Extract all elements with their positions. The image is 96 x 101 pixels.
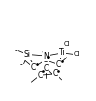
Text: N: N	[43, 52, 49, 60]
Text: C: C	[37, 71, 43, 80]
Text: C: C	[31, 63, 36, 72]
Text: C: C	[43, 55, 48, 64]
Text: Cl: Cl	[74, 52, 81, 57]
Text: -: -	[19, 60, 22, 69]
Text: Si: Si	[24, 50, 31, 59]
Text: Cl: Cl	[64, 41, 70, 47]
Text: C: C	[56, 60, 61, 69]
Text: C: C	[53, 69, 58, 78]
Text: C: C	[43, 64, 49, 73]
Text: -: -	[14, 46, 17, 55]
Text: Ti: Ti	[59, 48, 66, 57]
